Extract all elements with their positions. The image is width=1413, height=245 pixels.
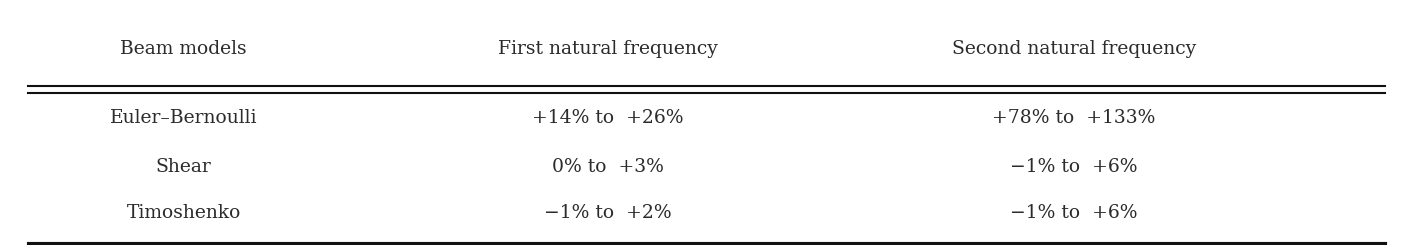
Text: +78% to  +133%: +78% to +133%	[992, 109, 1156, 127]
Text: Euler–Bernoulli: Euler–Bernoulli	[110, 109, 257, 127]
Text: −1% to  +6%: −1% to +6%	[1010, 204, 1137, 222]
Text: Beam models: Beam models	[120, 40, 247, 58]
Text: Second natural frequency: Second natural frequency	[952, 40, 1195, 58]
Text: +14% to  +26%: +14% to +26%	[531, 109, 684, 127]
Text: First natural frequency: First natural frequency	[497, 40, 718, 58]
Text: Shear: Shear	[155, 158, 212, 176]
Text: Timoshenko: Timoshenko	[127, 204, 240, 222]
Text: 0% to  +3%: 0% to +3%	[551, 158, 664, 176]
Text: −1% to  +2%: −1% to +2%	[544, 204, 671, 222]
Text: −1% to  +6%: −1% to +6%	[1010, 158, 1137, 176]
